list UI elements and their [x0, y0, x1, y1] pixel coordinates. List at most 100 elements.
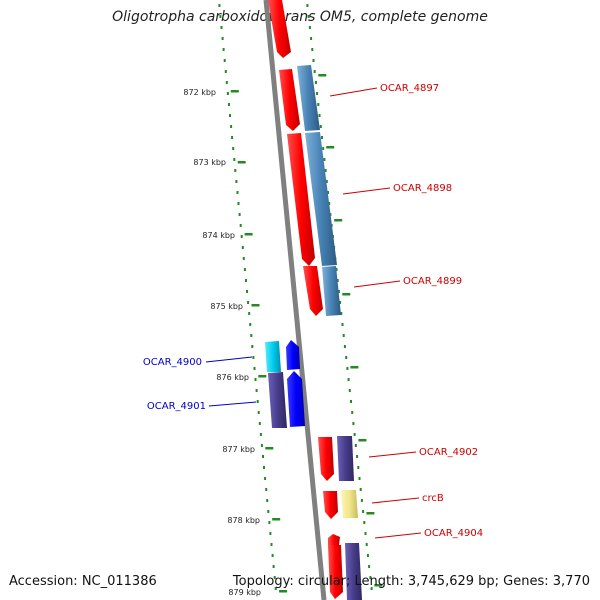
gene-label-crcb[interactable]: crcB	[422, 493, 444, 504]
gene-label-ocar-4901[interactable]: OCAR_4901	[147, 401, 206, 412]
gene-block-ocar-4897-forward[interactable]	[279, 69, 300, 131]
scale-major-tick	[265, 447, 274, 450]
scale-dot	[270, 543, 273, 546]
scale-dot	[323, 158, 326, 161]
gene-block-ocar-4898-cds[interactable]	[305, 132, 337, 266]
gene-block-crcb-forward[interactable]	[323, 491, 338, 519]
gene-label-ocar-4898[interactable]: OCAR_4898	[393, 183, 452, 194]
scale-dot	[337, 290, 340, 293]
scale-dot	[354, 444, 357, 447]
gene-block-partial-top[interactable]	[268, 0, 291, 58]
scale-dot	[362, 510, 365, 513]
scale-dot	[249, 323, 252, 326]
scale-major-tick	[358, 439, 367, 442]
gene-block-ocar-4904-forward-head[interactable]	[328, 534, 340, 545]
scale-dot	[242, 257, 245, 260]
scale-dot	[348, 389, 351, 392]
scale-dot	[258, 422, 261, 425]
gene-block-ocar-4904-cds[interactable]	[345, 543, 362, 600]
scale-dot	[272, 565, 275, 568]
scale-dot	[259, 433, 262, 436]
scale-major-tick	[350, 366, 359, 369]
scale-dot	[318, 114, 321, 117]
scale-dot	[260, 444, 263, 447]
scale-dot	[224, 70, 227, 73]
scale-dot	[222, 48, 225, 51]
scale-label-877: 877 kbp	[222, 445, 255, 454]
scale-dot	[343, 345, 346, 348]
scale-dot	[365, 543, 368, 546]
scale-dot	[347, 378, 350, 381]
scale-dot	[254, 378, 257, 381]
scale-dot	[352, 422, 355, 425]
map-title: Oligotropha carboxidovorans OM5, complet…	[112, 9, 488, 25]
gene-track	[265, 0, 362, 600]
scale-dot	[308, 26, 311, 29]
scale-bar: 872 kbp 873 kbp 874 kbp 875 kbp 876 kbp …	[183, 88, 261, 597]
scale-dot	[220, 26, 223, 29]
gene-block-ocar-4900-reverse[interactable]	[286, 340, 300, 370]
scale-dot	[307, 15, 310, 18]
scale-dot	[241, 246, 244, 249]
scale-major-tick	[326, 146, 335, 149]
gene-block-ocar-4902-forward[interactable]	[318, 437, 334, 481]
scale-major-tick	[342, 293, 351, 296]
gene-block-ocar-4902-cds[interactable]	[337, 436, 354, 481]
gene-label-ocar-4897[interactable]: OCAR_4897	[380, 83, 439, 94]
scale-dot	[306, 4, 309, 7]
scale-dot	[226, 92, 229, 95]
scale-dot	[363, 521, 366, 524]
scale-label-875: 875 kbp	[210, 302, 243, 311]
scale-dot	[246, 290, 248, 293]
gene-label-ocar-4900[interactable]: OCAR_4900	[143, 357, 202, 368]
scale-dot	[271, 554, 274, 557]
scale-dot	[273, 576, 276, 579]
genome-backbone	[263, 0, 327, 600]
gene-block-ocar-4901-reverse[interactable]	[287, 371, 305, 427]
scale-dot	[322, 147, 325, 150]
scale-dot	[274, 587, 277, 590]
gene-block-ocar-4899-forward[interactable]	[303, 266, 323, 316]
gene-block-ocar-4897-cds[interactable]	[297, 65, 320, 131]
scale-dot	[325, 180, 328, 183]
gene-block-ocar-4898-forward[interactable]	[287, 133, 315, 266]
scale-dot	[364, 532, 367, 535]
scale-dot	[231, 136, 234, 139]
gene-block-ocar-4899-cds[interactable]	[322, 266, 341, 316]
scale-dot	[312, 59, 315, 62]
scale-major-tick	[258, 375, 267, 378]
gene-label-ocar-4904[interactable]: OCAR_4904	[424, 528, 483, 539]
scale-dot	[336, 279, 339, 282]
scale-dot	[339, 301, 342, 304]
scale-dot	[229, 114, 231, 117]
topology-text: Topology: circular; Length: 3,745,629 bp…	[232, 574, 590, 589]
scale-dot	[228, 103, 230, 106]
scale-dot	[357, 466, 360, 469]
scale-dot	[351, 411, 354, 414]
scale-label-876: 876 kbp	[216, 373, 249, 382]
scale-major-tick	[244, 233, 253, 236]
scale-major-tick	[272, 518, 281, 521]
accession-text: Accession: NC_011386	[9, 574, 157, 589]
gene-block-ocar-4904-forward[interactable]	[328, 545, 343, 599]
scale-dot	[255, 389, 258, 392]
scale-dot	[369, 576, 372, 579]
gene-block-ocar-4900-cds[interactable]	[265, 341, 281, 372]
scale-dot	[366, 554, 369, 557]
gene-block-ocar-4901-cds[interactable]	[268, 372, 287, 428]
scale-dot	[341, 323, 344, 326]
scale-dots	[218, 4, 383, 593]
scale-dot	[219, 15, 222, 18]
scale-dot	[221, 37, 224, 40]
scale-dot	[250, 334, 253, 337]
gene-label-ocar-4899[interactable]: OCAR_4899	[403, 276, 462, 287]
scale-major-tick	[230, 90, 239, 93]
scale-dot	[310, 37, 313, 40]
scale-dot	[238, 213, 241, 216]
gene-block-crcb-cds[interactable]	[341, 490, 358, 518]
scale-major-tick	[318, 74, 327, 77]
scale-major-tick	[251, 304, 260, 307]
scale-label-878: 878 kbp	[227, 516, 260, 525]
gene-label-ocar-4902[interactable]: OCAR_4902	[419, 447, 478, 458]
